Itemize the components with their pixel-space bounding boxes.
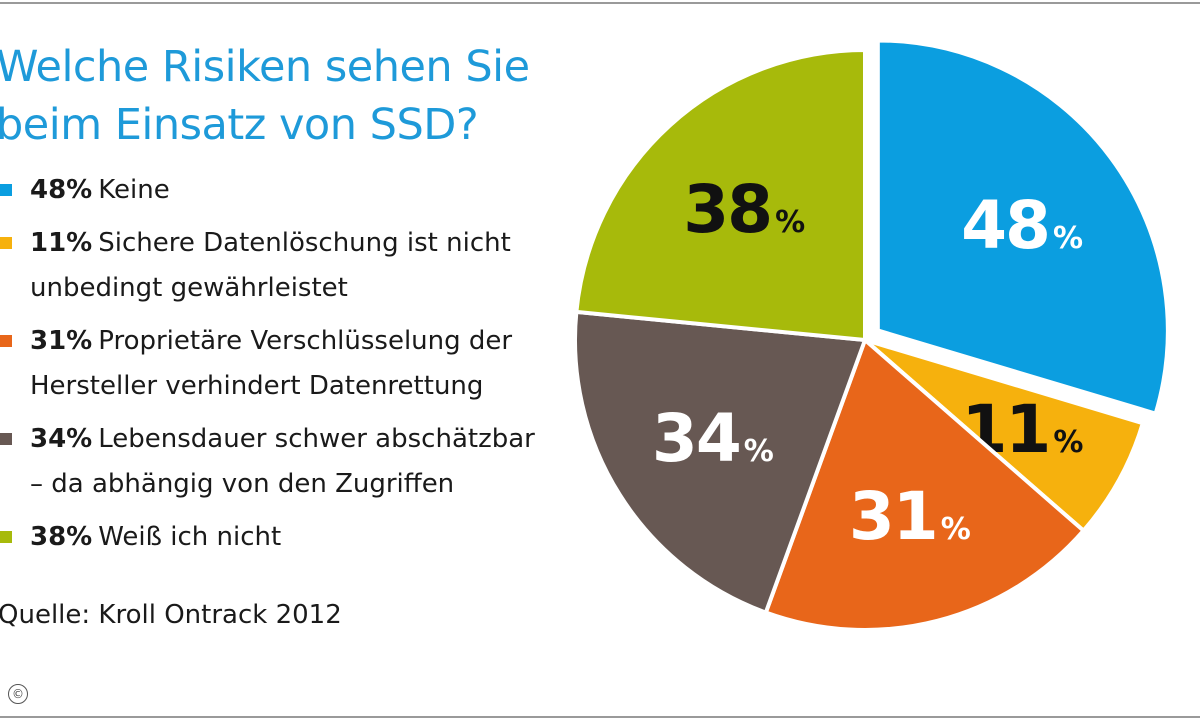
pie-slice-31 — [763, 338, 1086, 632]
legend-percent: 11% — [30, 228, 93, 258]
pie-label-31: 31% — [849, 478, 971, 555]
pie-slice-11 — [863, 338, 1145, 533]
legend-swatch — [0, 237, 12, 249]
legend-swatch — [0, 184, 12, 196]
title-line-2: beim Einsatz von SSD? — [0, 100, 479, 150]
legend-text: Weiß ich nicht — [98, 522, 282, 552]
legend-item-verschluesselung: 31% Proprietäre Verschlüsselung der Herst… — [0, 319, 590, 409]
top-rule — [0, 2, 1200, 4]
legend-item-keine: 48% Keine — [0, 168, 590, 213]
legend-swatch — [0, 433, 12, 445]
bottom-rule — [0, 716, 1200, 718]
legend-swatch — [0, 531, 12, 543]
legend-percent: 34% — [30, 424, 93, 454]
pie-slice-34 — [572, 309, 867, 615]
legend-percent: 48% — [30, 175, 93, 205]
legend-item-weiss-nicht: 38% Weiß ich nicht — [0, 515, 590, 560]
legend-swatch — [0, 335, 12, 347]
legend: 48% Keine 11% Sichere Datenlöschung ist ni… — [0, 168, 590, 560]
legend-item-lebensdauer: 34% Lebensdauer schwer abschätzbar – da a… — [0, 417, 590, 507]
pie-slice-38 — [574, 48, 867, 342]
legend-percent: 31% — [30, 326, 93, 356]
legend-text: Sichere Datenlöschung ist nicht — [98, 228, 511, 258]
legend-text-line-2: – da abhängig von den Zugriffen — [30, 469, 455, 499]
legend-text: Keine — [98, 175, 170, 205]
title-line-1: Welche Risiken sehen Sie — [0, 42, 530, 92]
legend-text: Lebensdauer schwer abschätzbar — [98, 424, 535, 454]
chart-title: Welche Risiken sehen Sie beim Einsatz vo… — [0, 38, 596, 154]
pie-label-38: 38% — [683, 171, 805, 248]
legend-text-line-2: Hersteller verhindert Datenrettung — [30, 371, 484, 401]
legend-text: Proprietäre Verschlüsselung der — [98, 326, 513, 356]
legend-percent: 38% — [30, 522, 93, 552]
pie-slice-48 — [875, 38, 1170, 416]
source-note: Quelle: Kroll Ontrack 2012 — [0, 600, 342, 630]
pie-label-34: 34% — [652, 400, 774, 477]
pie-label-48: 48% — [961, 187, 1083, 264]
copyright-icon: © — [8, 684, 28, 704]
legend-item-datenloeschung: 11% Sichere Datenlöschung ist nicht unbed… — [0, 221, 590, 311]
legend-text-line-2: unbedingt gewährleistet — [30, 273, 348, 303]
